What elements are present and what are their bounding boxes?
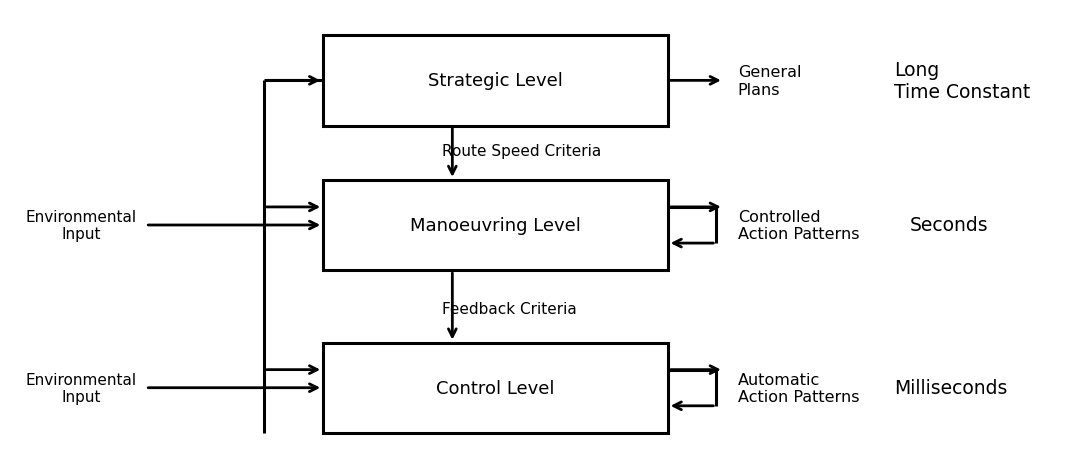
Text: Strategic Level: Strategic Level — [428, 72, 563, 90]
Text: General
Plans: General Plans — [738, 65, 801, 97]
Text: Feedback Criteria: Feedback Criteria — [442, 301, 576, 317]
Text: Seconds: Seconds — [910, 216, 989, 235]
Text: Environmental
Input: Environmental Input — [25, 372, 137, 404]
FancyBboxPatch shape — [323, 36, 668, 126]
Text: Environmental
Input: Environmental Input — [25, 209, 137, 242]
Text: Milliseconds: Milliseconds — [894, 378, 1007, 397]
Text: Controlled
Action Patterns: Controlled Action Patterns — [738, 209, 859, 242]
Text: Manoeuvring Level: Manoeuvring Level — [410, 216, 581, 235]
Text: Control Level: Control Level — [436, 379, 555, 397]
FancyBboxPatch shape — [323, 343, 668, 433]
Text: Long
Time Constant: Long Time Constant — [894, 61, 1031, 101]
FancyBboxPatch shape — [323, 180, 668, 271]
Text: Route Speed Criteria: Route Speed Criteria — [442, 143, 601, 159]
Text: Automatic
Action Patterns: Automatic Action Patterns — [738, 372, 859, 404]
